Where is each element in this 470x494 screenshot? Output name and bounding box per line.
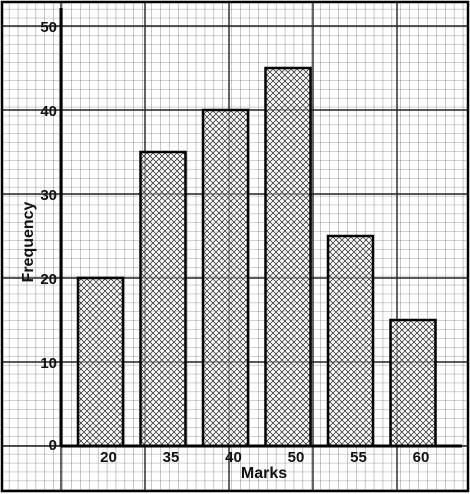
x-axis-label: Marks: [241, 465, 287, 482]
x-tick-label: 35: [163, 449, 180, 466]
bar-40: [201, 108, 250, 448]
x-tick-labels: 20 35 40 50 55 60: [100, 449, 429, 466]
x-tick-label: 20: [100, 449, 117, 466]
x-tick-label: 60: [413, 449, 430, 466]
y-tick-labels: 0 10 20 30 40 50: [40, 19, 57, 454]
y-tick-label: 30: [40, 187, 57, 204]
y-tick-label: 0: [49, 437, 57, 454]
bar-50: [264, 66, 312, 448]
x-tick-label: 40: [225, 449, 242, 466]
y-axis-label: Frequency: [20, 201, 37, 282]
x-tick-label: 50: [288, 449, 305, 466]
y-tick-label: 40: [40, 103, 57, 120]
bar-20: [76, 276, 125, 448]
bar-35: [139, 150, 187, 448]
y-tick-label: 50: [40, 19, 57, 36]
y-tick-label: 10: [40, 355, 57, 372]
y-tick-label: 20: [40, 271, 57, 288]
bar-60: [389, 318, 437, 448]
bars-group: [76, 66, 437, 448]
bar-55: [326, 234, 375, 448]
x-tick-label: 55: [350, 449, 367, 466]
